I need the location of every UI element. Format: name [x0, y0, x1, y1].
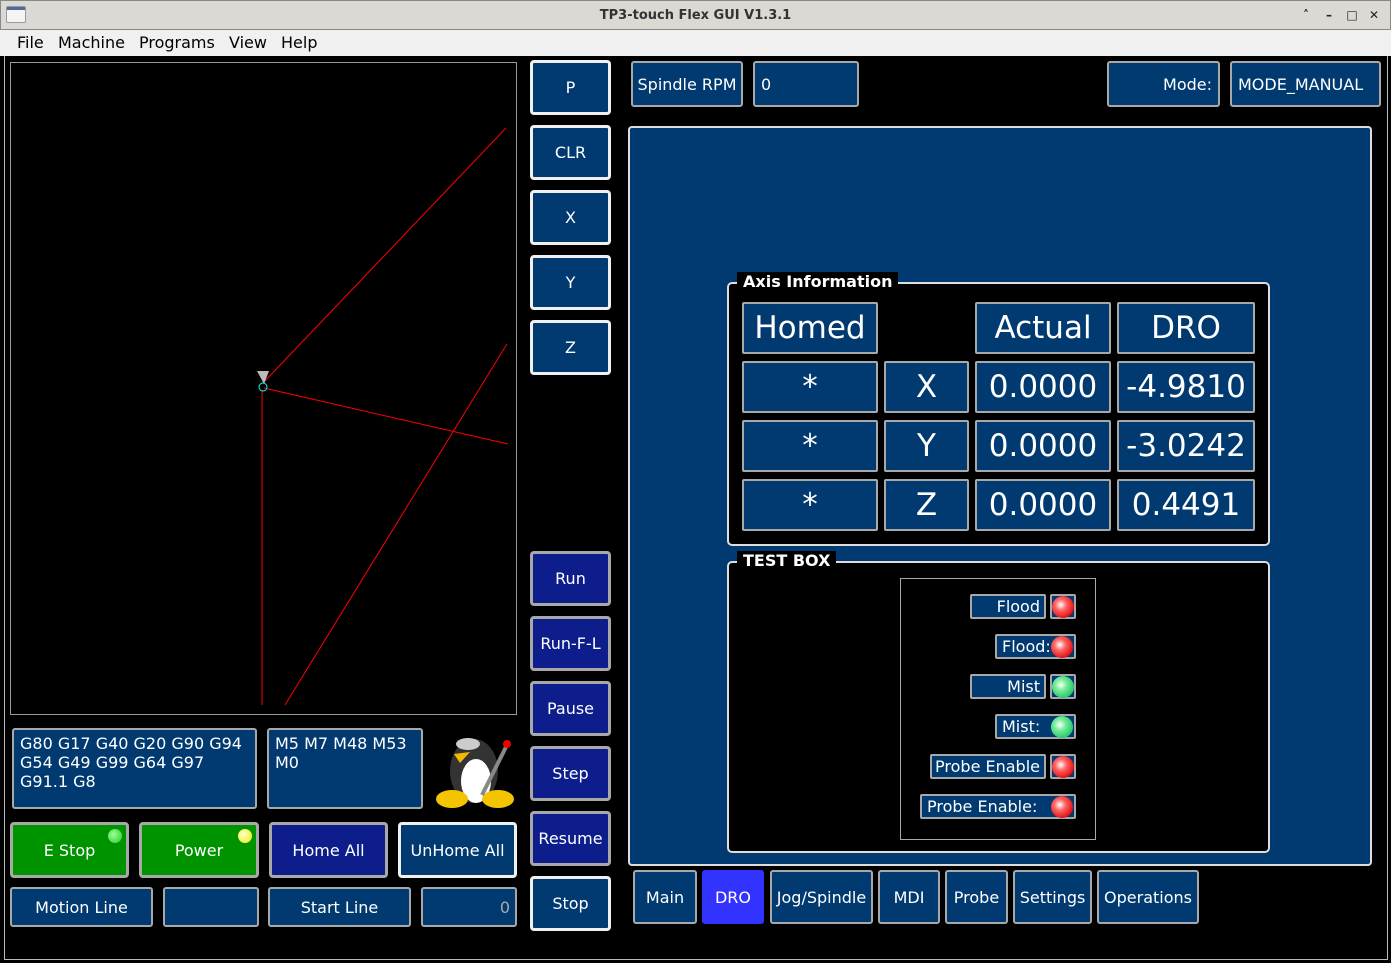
active-gcodes: G80 G17 G40 G20 G90 G94 G54 G49 G99 G64 … [12, 728, 257, 809]
toolpath-line [263, 127, 507, 383]
green-led-icon [1051, 716, 1073, 738]
spindle-rpm-label: Spindle RPM [631, 61, 743, 107]
power-button[interactable]: Power [139, 822, 259, 878]
window-title: TP3-touch Flex GUI V1.3.1 [599, 8, 792, 23]
red-led-icon [1052, 756, 1074, 778]
backplot-view[interactable] [10, 62, 517, 715]
restore-icon[interactable]: ˄ [1303, 8, 1309, 22]
green-led-icon [1052, 676, 1074, 698]
estop-led-icon [108, 829, 122, 843]
tab-mdi[interactable]: MDI [878, 870, 940, 924]
axis-name: Y [884, 420, 969, 472]
z-button[interactable]: Z [530, 320, 611, 375]
active-mcodes: M5 M7 M48 M53 M0 [267, 728, 423, 809]
homed-header: Homed [742, 302, 878, 354]
clr-button[interactable]: CLR [530, 125, 611, 180]
tab-dro[interactable]: DRO [702, 870, 764, 924]
unhome-all-button[interactable]: UnHome All [398, 822, 517, 878]
close-icon[interactable]: ✕ [1368, 8, 1380, 22]
resume-button[interactable]: Resume [530, 811, 611, 866]
tool-cone-icon [257, 371, 269, 384]
mode-label: Mode: [1107, 61, 1220, 107]
dro-header: DRO [1117, 302, 1255, 354]
penguin-logo [436, 738, 514, 808]
actual-value: 0.0000 [975, 420, 1111, 472]
menu-file[interactable]: File [17, 33, 44, 52]
menu-view[interactable]: View [229, 33, 267, 52]
title-bar: TP3-touch Flex GUI V1.3.1 [0, 0, 1391, 30]
red-led-icon [1051, 796, 1073, 818]
tab-operations[interactable]: Operations [1097, 870, 1199, 924]
power-led-icon [238, 829, 252, 843]
window-icon [6, 6, 26, 23]
test-label: Mist [970, 674, 1046, 699]
axis-name: Z [884, 479, 969, 531]
actual-value: 0.0000 [975, 361, 1111, 413]
toolpath-line [263, 387, 509, 445]
motion-line-label: Motion Line [10, 887, 153, 927]
dro-value: -3.0242 [1117, 420, 1255, 472]
stop-button[interactable]: Stop [530, 876, 611, 931]
test-label: Flood [970, 594, 1046, 619]
menu-bar: File Machine Programs View Help [0, 30, 1391, 56]
red-led-icon [1052, 596, 1074, 618]
tab-probe[interactable]: Probe [945, 870, 1008, 924]
minimize-icon[interactable]: – [1326, 8, 1332, 22]
actual-header: Actual [975, 302, 1111, 354]
mode-value: MODE_MANUAL [1230, 61, 1381, 107]
toolpath-line [284, 343, 508, 706]
run-button[interactable]: Run [530, 551, 611, 606]
p-button[interactable]: P [530, 60, 611, 115]
pause-button[interactable]: Pause [530, 681, 611, 736]
tab-main[interactable]: Main [633, 870, 697, 924]
tool-origin-icon [258, 382, 268, 392]
homed-cell: * [742, 420, 878, 472]
start-line-input[interactable]: 0 [421, 887, 517, 927]
test-box-title: TEST BOX [737, 551, 837, 570]
menu-machine[interactable]: Machine [58, 33, 125, 52]
red-led-icon [1051, 636, 1073, 658]
run-from-line-button[interactable]: Run-F-L [530, 616, 611, 671]
motion-line-value [163, 887, 259, 927]
tab-jog-spindle[interactable]: Jog/Spindle [770, 870, 873, 924]
maximize-icon[interactable]: □ [1346, 8, 1358, 22]
actual-value: 0.0000 [975, 479, 1111, 531]
homed-cell: * [742, 361, 878, 413]
homed-cell: * [742, 479, 878, 531]
axis-information-title: Axis Information [737, 272, 899, 291]
spindle-rpm-value: 0 [753, 61, 859, 107]
y-button[interactable]: Y [530, 255, 611, 310]
step-button[interactable]: Step [530, 746, 611, 801]
menu-programs[interactable]: Programs [139, 33, 215, 52]
tab-settings[interactable]: Settings [1013, 870, 1092, 924]
home-all-button[interactable]: Home All [269, 822, 388, 878]
menu-help[interactable]: Help [281, 33, 318, 52]
dro-value: -4.9810 [1117, 361, 1255, 413]
axis-name: X [884, 361, 969, 413]
x-button[interactable]: X [530, 190, 611, 245]
test-label: Probe Enable: [920, 794, 1076, 819]
estop-button[interactable]: E Stop [10, 822, 129, 878]
dro-value: 0.4491 [1117, 479, 1255, 531]
test-label: Probe Enable [930, 754, 1046, 779]
test-box-frame [900, 578, 1096, 840]
start-line-label: Start Line [268, 887, 411, 927]
